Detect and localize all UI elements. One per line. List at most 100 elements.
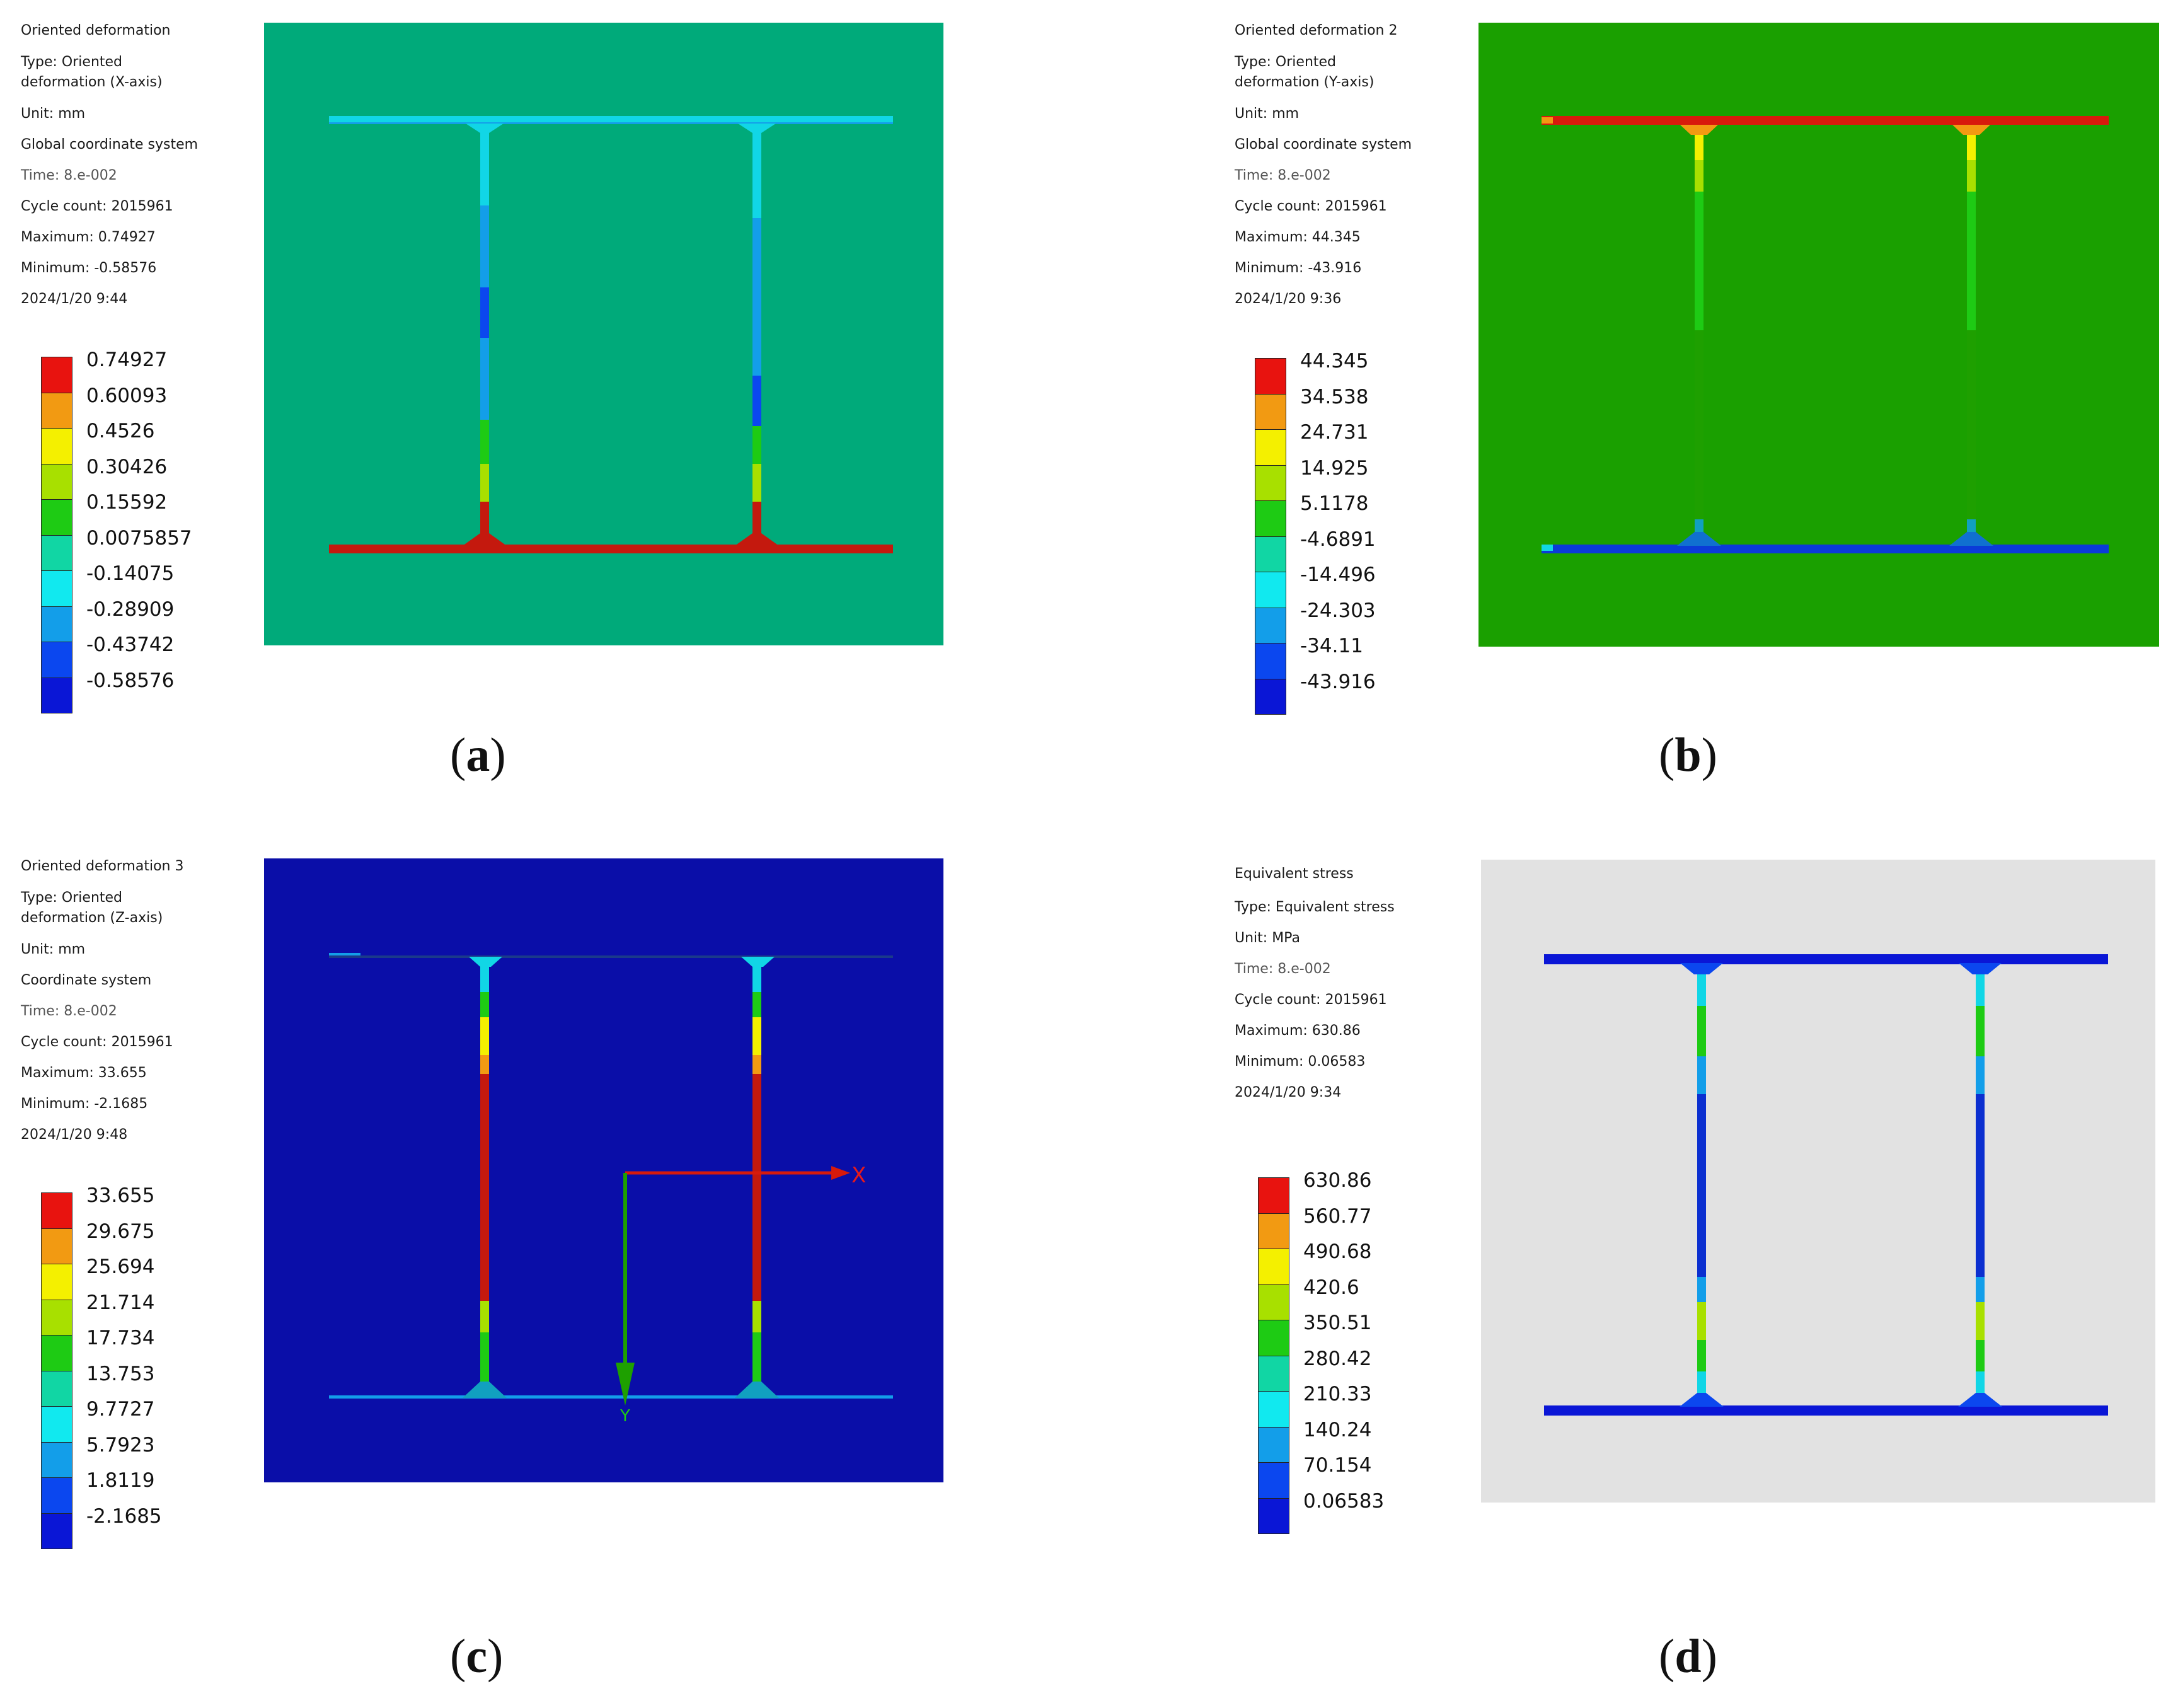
legend-value: 1.8119 [86, 1469, 155, 1492]
model-viewport[interactable]: X Y [264, 858, 943, 1482]
legend-swatch [41, 677, 72, 713]
result-type-cont: deformation (Z-axis) [21, 910, 163, 926]
result-type: Type: Equivalent stress [1235, 899, 1395, 915]
result-min: Minimum: 0.06583 [1235, 1054, 1366, 1070]
right-column [1949, 125, 1993, 546]
legend-value: 560.77 [1303, 1204, 1372, 1228]
legend-swatch [41, 392, 72, 429]
right-column [735, 124, 779, 546]
viewport-background [1478, 23, 2159, 647]
result-type: Type: Oriented [1235, 54, 1337, 70]
legend-value: 140.24 [1303, 1418, 1372, 1441]
legend-value: -0.28909 [86, 597, 175, 621]
panel-caption: (b) [1659, 729, 1717, 782]
result-type: Type: Oriented [21, 54, 123, 70]
bottom-flange [329, 1395, 893, 1399]
legend-value: -4.6891 [1300, 528, 1376, 551]
legend-swatch [41, 1264, 72, 1300]
result-coords: Coordinate system [21, 972, 152, 988]
result-title: Oriented deformation 2 [1235, 23, 1398, 38]
legend-swatch [41, 1441, 72, 1478]
result-time: Time: 8.e-002 [21, 1003, 117, 1019]
bottom-flange [1544, 1405, 2108, 1416]
legend-value: 0.30426 [86, 455, 168, 478]
result-time: Time: 8.e-002 [1235, 168, 1331, 183]
x-axis-label: X [851, 1163, 866, 1188]
legend-value: 0.74927 [86, 349, 168, 371]
result-date: 2024/1/20 9:48 [21, 1127, 128, 1143]
top-flange [1542, 116, 2109, 125]
result-time: Time: 8.e-002 [1235, 961, 1331, 977]
legend-swatch [41, 1370, 72, 1407]
viewport-background [1481, 860, 2155, 1503]
legend-value: 210.33 [1303, 1383, 1372, 1405]
model-viewport[interactable] [1481, 860, 2155, 1503]
result-unit: Unit: mm [1235, 106, 1300, 122]
legend-swatch [1258, 1177, 1289, 1214]
legend-swatch [41, 1477, 72, 1514]
result-max: Maximum: 630.86 [1235, 1023, 1361, 1039]
legend-swatch [41, 1192, 72, 1229]
legend-value: -24.303 [1300, 599, 1376, 622]
result-cycle: Cycle count: 2015961 [21, 1034, 173, 1050]
result-unit: Unit: mm [21, 106, 86, 122]
legend-swatch [1258, 1249, 1289, 1285]
legend-value: 24.731 [1300, 421, 1369, 444]
top-flange [329, 116, 893, 124]
result-date: 2024/1/20 9:44 [21, 291, 128, 307]
legend-swatch [41, 642, 72, 678]
model-viewport[interactable] [264, 23, 943, 645]
result-title: Oriented deformation 3 [21, 858, 184, 874]
legend-swatch [1258, 1391, 1289, 1428]
result-cycle: Cycle count: 2015961 [1235, 199, 1387, 214]
result-title: Oriented deformation [21, 23, 171, 38]
legend-value: 0.0075857 [86, 526, 192, 550]
top-flange [329, 955, 893, 958]
result-date: 2024/1/20 9:34 [1235, 1085, 1342, 1100]
model-viewport[interactable] [1478, 23, 2159, 647]
legend-swatch [41, 1299, 72, 1336]
legend-value: -34.11 [1300, 635, 1363, 657]
result-title: Equivalent stress [1235, 866, 1354, 882]
legend-value: 350.51 [1303, 1312, 1372, 1334]
legend-value: 5.1178 [1300, 492, 1369, 515]
legend-swatch [41, 534, 72, 571]
legend-swatch [1255, 572, 1286, 608]
legend-swatch [1258, 1284, 1289, 1320]
right-column [1958, 963, 2002, 1407]
result-type: Type: Oriented [21, 890, 123, 906]
legend-value: 420.6 [1303, 1276, 1359, 1299]
result-max: Maximum: 44.345 [1235, 229, 1361, 245]
panel-caption: (c) [450, 1630, 504, 1683]
legend-value: 490.68 [1303, 1240, 1372, 1263]
legend-value: 280.42 [1303, 1347, 1372, 1370]
panel-a: Oriented deformation Type: Oriented defo… [0, 0, 1086, 845]
viewport-background [264, 858, 943, 1482]
legend-swatch [41, 428, 72, 465]
legend-value: 33.655 [86, 1184, 155, 1207]
result-coords: Global coordinate system [21, 137, 199, 153]
result-max: Maximum: 33.655 [21, 1065, 147, 1081]
coordinate-triad: X Y [616, 1163, 866, 1426]
legend-swatch [41, 570, 72, 607]
result-coords: Global coordinate system [1235, 137, 1412, 153]
result-max: Maximum: 0.74927 [21, 229, 156, 245]
legend-value: 29.675 [86, 1220, 155, 1243]
legend-swatch [1255, 465, 1286, 501]
result-date: 2024/1/20 9:36 [1235, 291, 1342, 307]
legend-swatch [1258, 1462, 1289, 1499]
legend-swatch [1255, 678, 1286, 715]
legend-value: 0.06583 [1303, 1489, 1385, 1513]
result-cycle: Cycle count: 2015961 [1235, 992, 1387, 1008]
legend-swatch [1255, 358, 1286, 395]
legend-value: 25.694 [86, 1255, 155, 1278]
legend-value: 21.714 [86, 1291, 155, 1314]
legend-swatch [1258, 1497, 1289, 1534]
result-time: Time: 8.e-002 [21, 168, 117, 183]
viewport-background [264, 23, 943, 645]
legend-swatch [41, 1228, 72, 1264]
panel-c: Oriented deformation 3 Type: Oriented de… [0, 845, 1086, 1708]
legend-value: 44.345 [1300, 350, 1369, 372]
legend-value: 630.86 [1303, 1169, 1372, 1192]
legend-swatch [1255, 607, 1286, 643]
